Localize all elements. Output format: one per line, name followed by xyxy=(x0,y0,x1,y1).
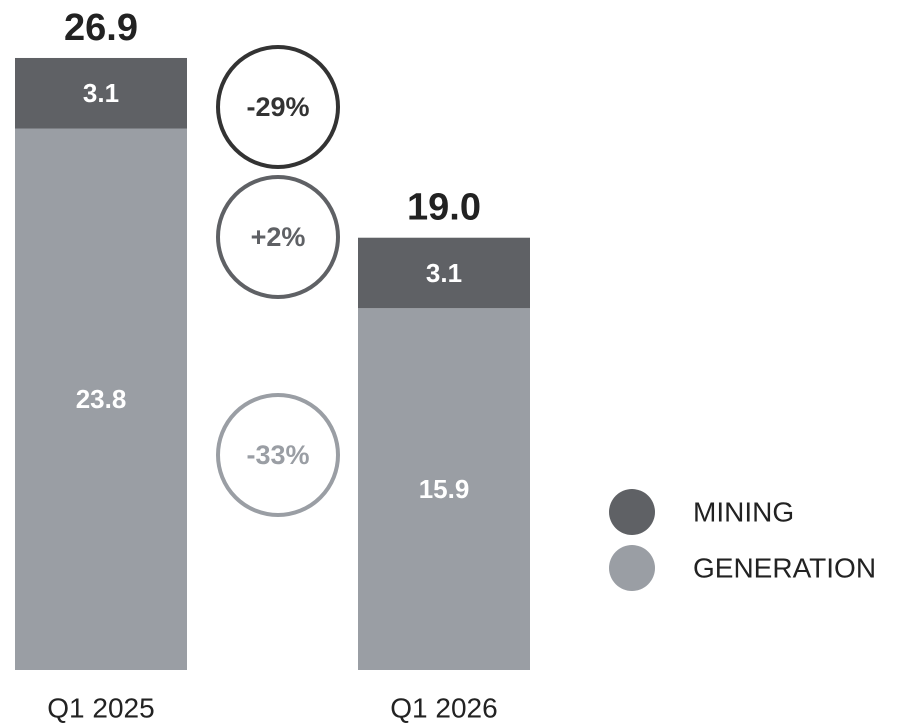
change-circle xyxy=(216,175,340,299)
segment-label: 3.1 xyxy=(426,258,462,288)
segment-label: 3.1 xyxy=(83,78,119,108)
segment-label: 15.9 xyxy=(419,474,470,504)
change-circle xyxy=(216,45,340,169)
legend-label: MINING xyxy=(693,496,794,527)
bar-segment xyxy=(15,128,187,670)
legend-swatch xyxy=(609,489,655,535)
category-label: Q1 2026 xyxy=(390,692,497,723)
legend-swatch xyxy=(609,545,655,591)
bar-segment xyxy=(15,57,187,129)
total-label: 19.0 xyxy=(407,187,481,229)
category-label: Q1 2025 xyxy=(47,692,154,723)
legend-label: GENERATION xyxy=(693,552,876,583)
bar-segment xyxy=(358,308,530,670)
total-label: 26.9 xyxy=(64,7,138,49)
bar-segment xyxy=(358,237,530,309)
change-label: -33% xyxy=(246,440,309,470)
change-circle xyxy=(216,393,340,517)
segment-label: 23.8 xyxy=(76,384,127,414)
change-label: -29% xyxy=(246,92,309,122)
change-label: +2% xyxy=(251,222,306,252)
